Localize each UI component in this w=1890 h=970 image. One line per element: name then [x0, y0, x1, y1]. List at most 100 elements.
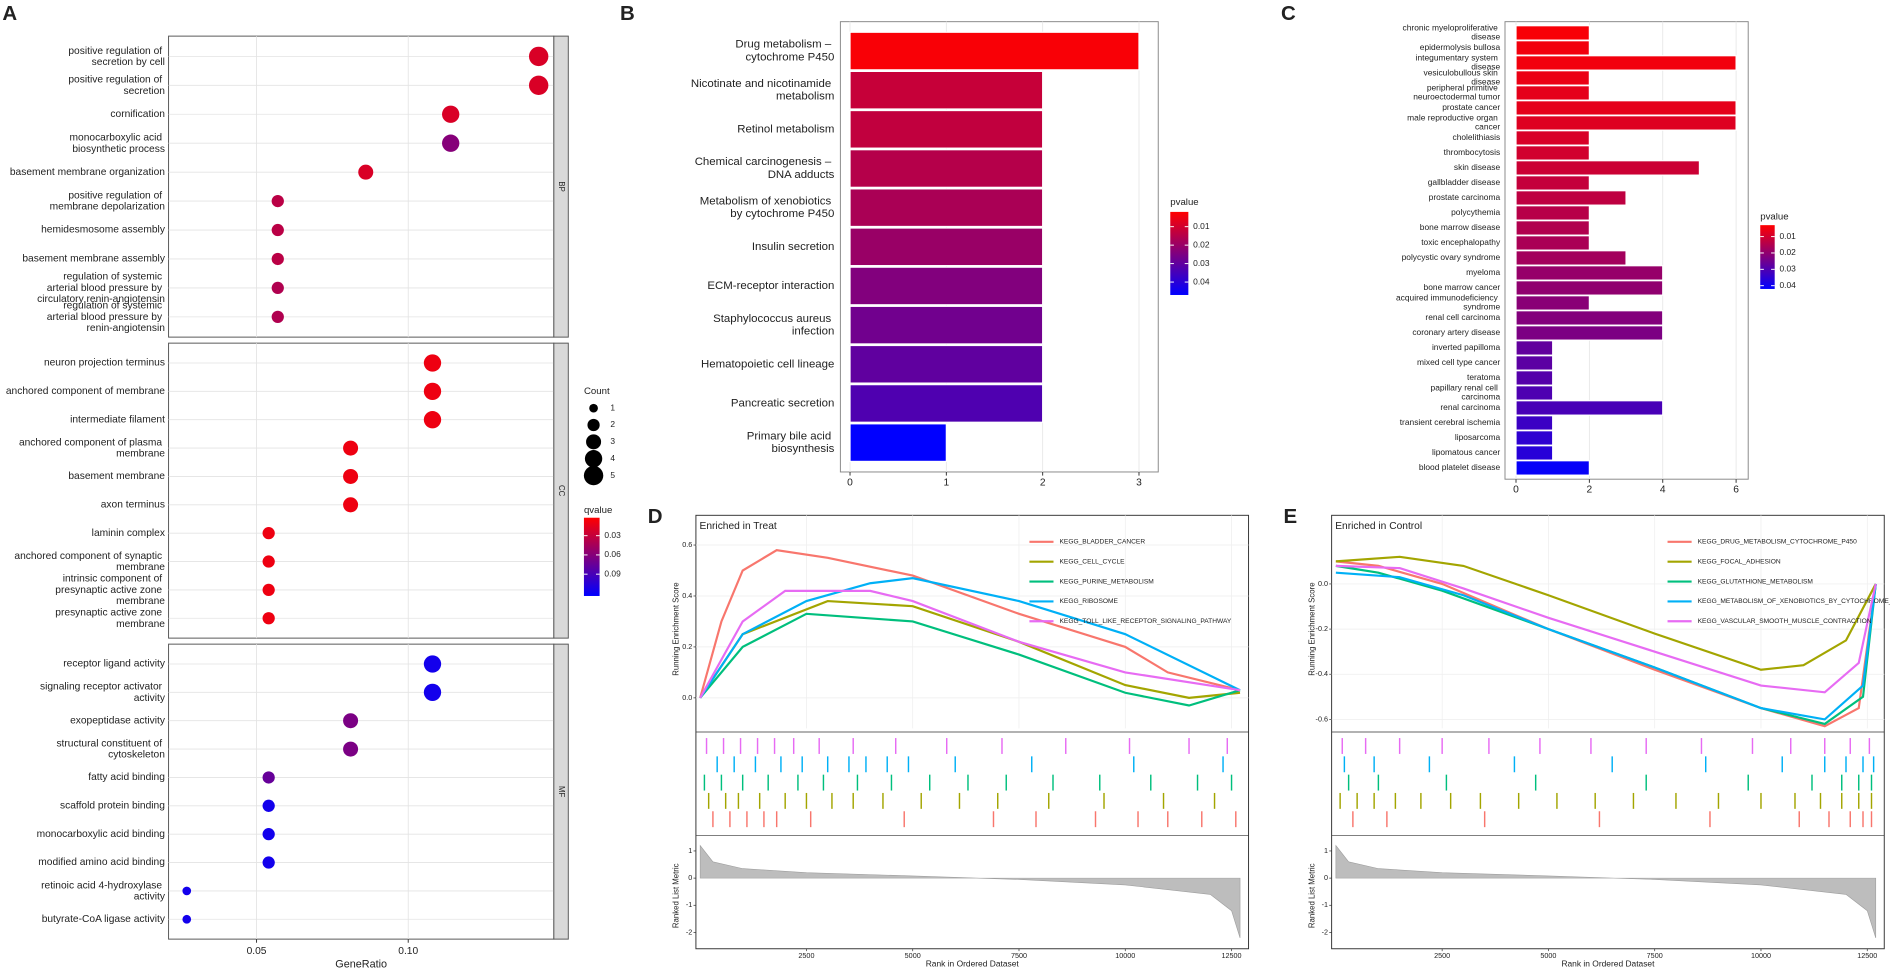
y-tick-label: 0.6	[682, 540, 692, 549]
facet-panel	[168, 35, 555, 338]
size-key-label: 4	[610, 453, 615, 463]
category-label: positive regulation of secretion	[68, 74, 165, 96]
x-tick-label: 0.10	[398, 946, 418, 957]
category-label: laminin complex	[92, 528, 165, 539]
color-bar-label: 0.03	[1780, 264, 1797, 274]
bar	[849, 188, 1044, 228]
size-key-label: 1	[610, 402, 615, 412]
bar	[1515, 460, 1590, 476]
color-bar-label: 0.03	[604, 530, 621, 540]
legend-label: KEGG_BLADDER_CANCER	[1060, 539, 1146, 546]
bar	[1515, 385, 1554, 401]
legend-label: KEGG_PURINE_METABOLISM	[1060, 578, 1154, 585]
category-label: coronary artery disease	[1412, 327, 1500, 337]
y-tick-label: 1	[688, 846, 692, 855]
bar	[849, 227, 1044, 267]
es-line	[1335, 571, 1877, 721]
facet-panel	[168, 342, 555, 639]
category-label: skin disease	[1454, 162, 1501, 172]
y-tick-label: -0.6	[1316, 714, 1328, 723]
dot	[262, 771, 275, 784]
panel-letter: E	[1283, 505, 1297, 528]
bar	[1515, 325, 1664, 341]
category-label: prostate cancer	[1442, 102, 1500, 112]
category-label: gallbladder disease	[1428, 177, 1501, 187]
category-label: regulation of systemic arterial blood pr…	[47, 300, 165, 334]
x-axis-title: Rank in Ordered Dataset	[1561, 959, 1655, 969]
dot	[343, 497, 359, 513]
bar	[849, 384, 1044, 423]
panel-letter: B	[620, 2, 635, 25]
category-label: exopeptidase activity	[70, 715, 166, 726]
category-label: scaffold protein binding	[60, 801, 165, 812]
x-tick-label: 2	[1040, 478, 1046, 489]
category-label: chronic myeloproliferative disease	[1403, 23, 1501, 42]
category-label: Drug metabolism – cytochrome P450	[735, 39, 834, 64]
dot	[271, 252, 284, 266]
y-tick-label: -2	[1322, 927, 1328, 936]
category-label: cornification	[110, 109, 165, 120]
category-label: peripheral primitive neuroectodermal tum…	[1413, 83, 1500, 102]
dot	[343, 440, 359, 456]
x-tick-label: 0.05	[247, 946, 267, 957]
x-tick-label: 10000	[1751, 951, 1771, 960]
dot	[262, 856, 275, 869]
panel-title: Enriched in Control	[1335, 521, 1422, 532]
dot	[343, 741, 359, 757]
es-line	[1335, 560, 1877, 728]
category-label: hemidesmosome assembly	[41, 225, 166, 236]
dot	[423, 655, 442, 673]
category-label: Chemical carcinogenesis – DNA adducts	[695, 156, 835, 181]
x-tick-label: 4	[1660, 485, 1666, 496]
bar	[1515, 250, 1627, 266]
dot	[423, 382, 442, 401]
category-label: inverted papilloma	[1432, 342, 1501, 352]
category-label: vesiculobullous skin disease	[1424, 68, 1501, 87]
bar	[1515, 265, 1664, 281]
bar	[849, 305, 1044, 345]
bar	[1515, 430, 1554, 446]
y-axis-title: Running Enrichment Score	[1307, 582, 1316, 675]
bar	[1515, 355, 1554, 371]
category-label: neuron projection terminus	[44, 358, 165, 369]
dot	[358, 164, 374, 180]
x-tick-label: 5000	[1540, 951, 1556, 960]
dot	[423, 354, 442, 372]
dot	[442, 105, 460, 123]
category-label: Retinol metabolism	[737, 123, 834, 135]
category-label: toxic encephalopathy	[1421, 237, 1501, 247]
legend-title: qvalue	[584, 505, 612, 516]
y-axis-title: Running Enrichment Score	[672, 582, 681, 675]
category-label: liposarcoma	[1455, 432, 1501, 442]
color-bar-label: 0.01	[1193, 221, 1210, 231]
bar	[849, 344, 1044, 384]
y-axis-title: Ranked List Metric	[672, 863, 681, 928]
y-tick-label: -1	[686, 900, 692, 909]
bar	[1515, 70, 1590, 86]
y-tick-label: -0.4	[1316, 669, 1328, 678]
color-bar	[583, 517, 600, 596]
color-bar-label: 0.09	[604, 568, 621, 578]
bar	[1515, 55, 1737, 71]
legend-title: Count	[584, 386, 610, 397]
category-label: lipomatous cancer	[1432, 447, 1500, 457]
bar	[1515, 340, 1554, 356]
bar	[1515, 175, 1590, 191]
category-label: ECM-receptor interaction	[707, 280, 834, 292]
bar	[1515, 100, 1737, 116]
dot	[442, 134, 460, 152]
category-label: Primary bile acid biosynthesis	[747, 430, 835, 455]
bar	[849, 149, 1044, 188]
bar	[849, 266, 1044, 306]
dot	[182, 886, 192, 896]
category-label: prostate carcinoma	[1429, 192, 1501, 202]
bar	[1515, 115, 1737, 131]
size-key	[589, 403, 598, 413]
category-label: papillary renal cell carcinoma	[1431, 383, 1501, 402]
es-line	[1335, 564, 1877, 694]
y-tick-label: 0	[688, 873, 692, 882]
y-tick-label: 0.0	[1318, 579, 1328, 588]
es-line	[699, 589, 1241, 699]
dot	[271, 281, 284, 295]
x-tick-label: 0	[847, 478, 853, 489]
